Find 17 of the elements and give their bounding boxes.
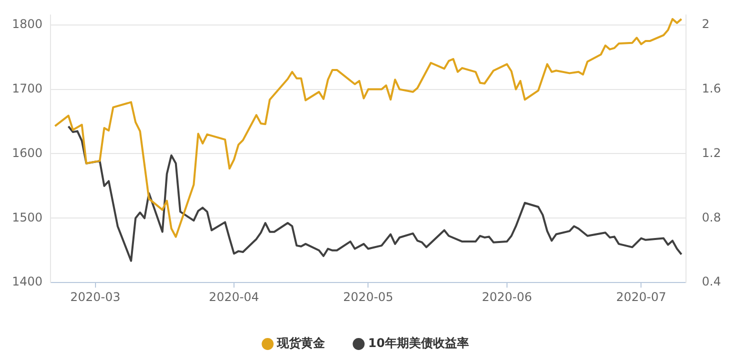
y-tick-label: 1700 xyxy=(12,81,43,96)
y2-tick-label: 2 xyxy=(702,16,710,31)
y2-tick-label: 1.2 xyxy=(702,146,722,160)
y-tick-label: 1800 xyxy=(12,16,43,31)
x-tick-label: 2020-04 xyxy=(208,290,260,304)
y-tick-label: 1500 xyxy=(12,210,43,224)
legend-label: 现货黄金 xyxy=(276,336,326,350)
legend-label: 10年期美债收益率 xyxy=(368,336,469,350)
y2-tick-label: 1.6 xyxy=(702,81,722,96)
x-tick-label: 2020-05 xyxy=(343,290,394,304)
y-tick-label: 1400 xyxy=(12,274,43,289)
y-tick-label: 1600 xyxy=(12,146,43,160)
x-tick-label: 2020-03 xyxy=(70,290,120,304)
x-tick-label: 2020-06 xyxy=(482,290,532,304)
y2-tick-label: 0.4 xyxy=(702,274,722,289)
y2-tick-label: 0.8 xyxy=(702,210,722,224)
x-tick-label: 2020-07 xyxy=(616,290,666,304)
